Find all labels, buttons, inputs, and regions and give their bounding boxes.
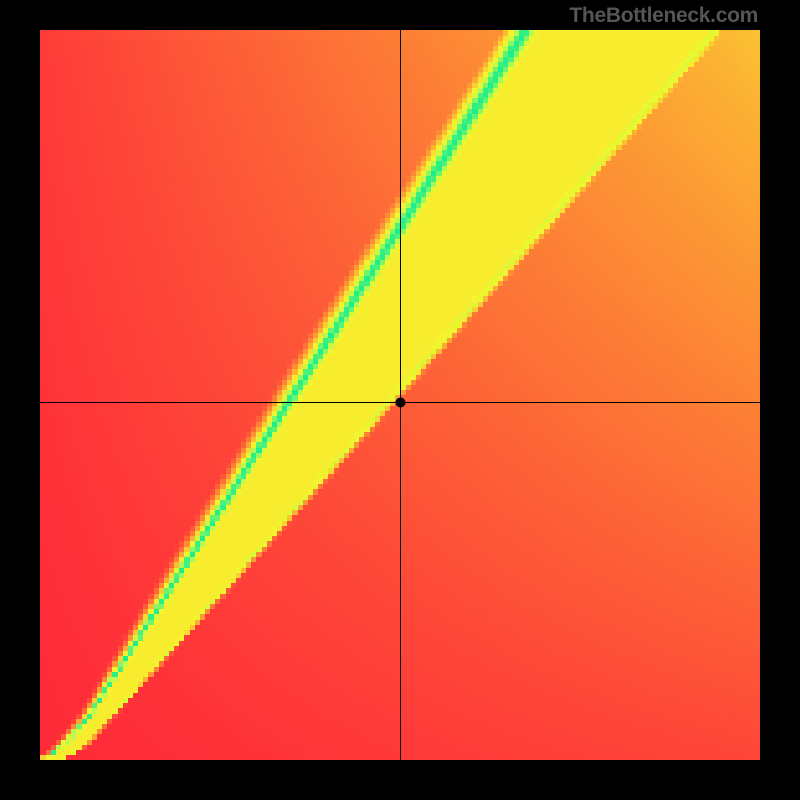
bottleneck-heatmap-frame: { "attribution": "TheBottleneck.com", "p… [0, 0, 800, 800]
bottleneck-heatmap-canvas [40, 30, 760, 760]
attribution-text: TheBottleneck.com [569, 4, 758, 28]
